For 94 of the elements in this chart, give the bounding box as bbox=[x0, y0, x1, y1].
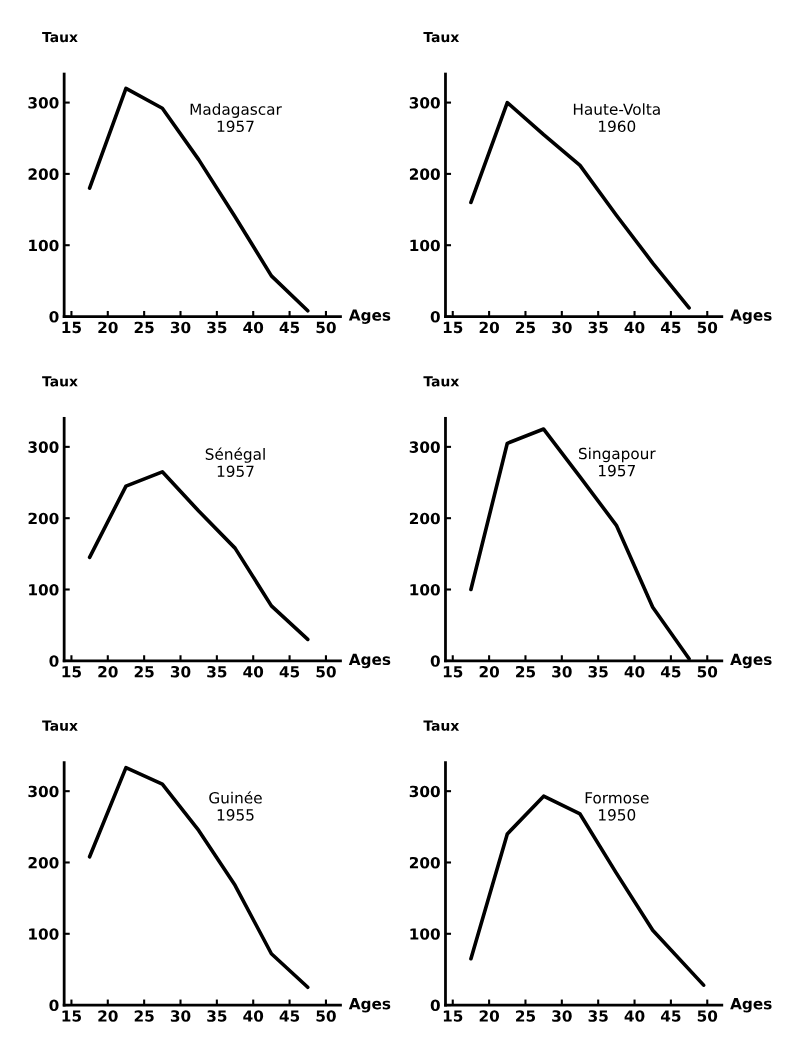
x-tick-label: 30 bbox=[552, 321, 572, 334]
x-tick-label: 50 bbox=[316, 665, 336, 678]
x-tick-label: 25 bbox=[516, 665, 536, 678]
y-tick-label: 100 bbox=[29, 239, 59, 252]
x-axis-title: Ages bbox=[348, 653, 391, 669]
x-tick-label: 25 bbox=[134, 321, 154, 334]
y-tick-label: 300 bbox=[28, 785, 59, 798]
x-tick-label: 35 bbox=[588, 665, 608, 678]
x-tick-label: 50 bbox=[316, 1010, 336, 1022]
y-tick-label: 0 bbox=[49, 999, 59, 1012]
x-tick-label: 15 bbox=[62, 666, 81, 678]
x-tick-label: 40 bbox=[624, 1010, 645, 1022]
y-tick-label: 200 bbox=[409, 168, 440, 180]
x-tick-label: 15 bbox=[62, 1010, 81, 1022]
x-tick-label: 15 bbox=[443, 321, 463, 334]
y-tick-label: 100 bbox=[410, 583, 440, 596]
y-tick-label: 300 bbox=[409, 785, 440, 798]
text: Guinée 1955 bbox=[209, 791, 262, 821]
x-tick-label: 50 bbox=[697, 1010, 718, 1022]
x-tick-label: 35 bbox=[207, 665, 227, 678]
x-tick-label: 45 bbox=[660, 1010, 681, 1022]
x-axis-title: Ages bbox=[348, 998, 391, 1013]
y-tick-label: 300 bbox=[28, 97, 59, 109]
y-axis-title: Taux bbox=[42, 720, 78, 731]
line-series bbox=[87, 765, 310, 990]
x-tick-label: 45 bbox=[279, 321, 300, 334]
x-tick-label: 15 bbox=[443, 666, 463, 678]
x-tick-label: 35 bbox=[207, 1010, 227, 1022]
x-tick-label: 50 bbox=[316, 321, 336, 334]
x-tick-label: 50 bbox=[697, 665, 718, 678]
x-tick-label: 45 bbox=[660, 321, 681, 334]
y-tick-label: 200 bbox=[28, 856, 59, 869]
x-tick-label: 20 bbox=[98, 665, 118, 678]
x-tick-label: 25 bbox=[516, 321, 536, 334]
y-axis-title: Taux bbox=[423, 720, 460, 731]
y-tick-label: 0 bbox=[49, 655, 59, 667]
x-axis-title: Ages bbox=[730, 309, 772, 324]
x-tick-label: 25 bbox=[134, 1010, 154, 1022]
x-tick-label: 40 bbox=[243, 1010, 264, 1022]
text: Madagascar 1957 bbox=[190, 103, 282, 133]
text: Sénégal 1957 bbox=[205, 447, 265, 477]
y-tick-label: 200 bbox=[409, 856, 440, 869]
x-tick-label: 40 bbox=[624, 321, 645, 334]
y-axis-title: Taux bbox=[423, 376, 460, 387]
y-tick-label: 0 bbox=[430, 999, 440, 1012]
x-tick-label: 40 bbox=[624, 665, 645, 678]
y-tick-label: 200 bbox=[409, 512, 440, 525]
x-tick-label: 40 bbox=[243, 321, 264, 334]
y-tick-label: 0 bbox=[430, 655, 440, 667]
x-tick-label: 15 bbox=[62, 321, 81, 334]
x-tick-label: 45 bbox=[660, 666, 681, 678]
x-tick-label: 40 bbox=[243, 665, 264, 678]
y-tick-label: 0 bbox=[49, 310, 59, 323]
x-tick-label: 35 bbox=[588, 1010, 608, 1022]
x-axis-title: Ages bbox=[730, 653, 772, 669]
x-tick-label: 35 bbox=[588, 321, 608, 334]
x-tick-label: 20 bbox=[98, 1010, 118, 1022]
y-axis-title: Taux bbox=[42, 376, 78, 387]
x-tick-label: 50 bbox=[697, 321, 718, 334]
x-axis-title: Ages bbox=[348, 309, 391, 324]
line-series bbox=[87, 86, 310, 313]
line-series bbox=[469, 100, 691, 310]
x-tick-label: 30 bbox=[552, 1010, 572, 1022]
text: Singapour 1957 bbox=[578, 447, 656, 477]
y-tick-label: 300 bbox=[409, 97, 440, 109]
y-axis-title: Taux bbox=[42, 31, 78, 43]
x-tick-label: 45 bbox=[279, 1010, 300, 1022]
line-series bbox=[469, 794, 706, 987]
x-tick-label: 35 bbox=[207, 321, 227, 334]
x-tick-label: 45 bbox=[279, 666, 300, 678]
x-tick-label: 30 bbox=[552, 665, 572, 678]
y-tick-label: 200 bbox=[28, 512, 59, 525]
x-axis-title: Ages bbox=[730, 998, 772, 1013]
x-tick-label: 25 bbox=[516, 1010, 536, 1022]
x-tick-label: 20 bbox=[98, 321, 118, 334]
y-tick-label: 100 bbox=[29, 583, 59, 596]
y-tick-label: 300 bbox=[409, 441, 440, 453]
x-tick-label: 30 bbox=[170, 321, 191, 334]
y-tick-label: 200 bbox=[28, 168, 59, 180]
x-tick-label: 20 bbox=[479, 1010, 500, 1022]
x-tick-label: 30 bbox=[170, 665, 191, 678]
x-tick-label: 20 bbox=[479, 321, 500, 334]
y-tick-label: 100 bbox=[410, 928, 440, 940]
y-tick-label: 0 bbox=[430, 310, 440, 323]
x-tick-label: 25 bbox=[134, 665, 154, 678]
x-tick-label: 15 bbox=[443, 1010, 463, 1022]
y-tick-label: 100 bbox=[410, 239, 440, 252]
y-axis-title: Taux bbox=[423, 31, 460, 43]
x-tick-label: 20 bbox=[479, 665, 500, 678]
x-tick-label: 30 bbox=[170, 1010, 191, 1022]
text: Haute-Volta 1960 bbox=[573, 103, 660, 133]
y-tick-label: 300 bbox=[28, 441, 59, 453]
text: Formose 1950 bbox=[585, 792, 649, 821]
y-tick-label: 100 bbox=[29, 928, 59, 940]
